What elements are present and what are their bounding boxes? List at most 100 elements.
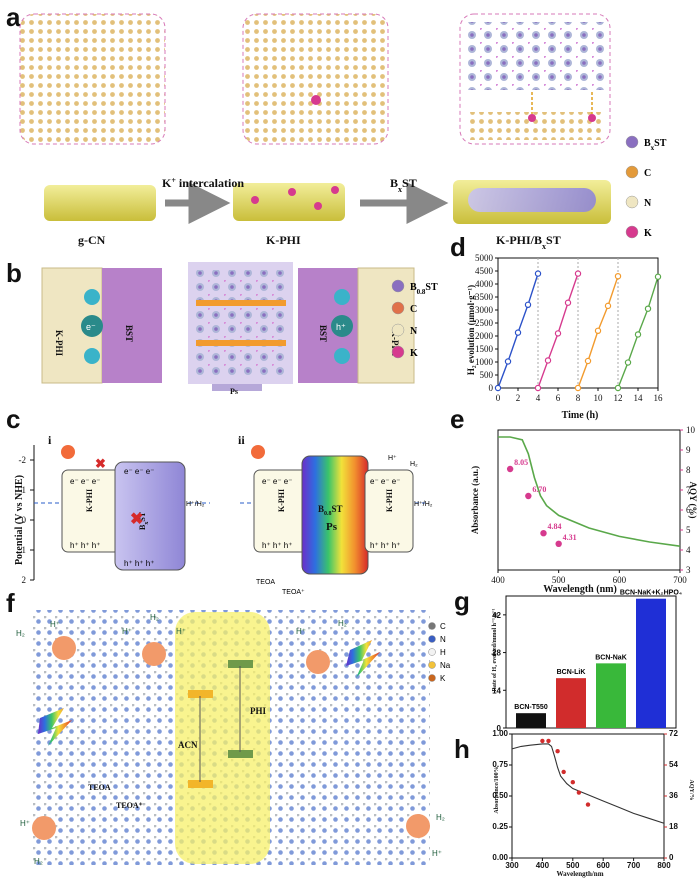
panel-f-legend: CNH Na K — [428, 622, 451, 683]
absorbance-aqy-chart-h: 300 400 500 600 700 800 0.00 0.25 0.50 0.75 1.00 0 1… — [492, 729, 678, 870]
panel-d: d 0 2 4 6 8 10 12 14 16 0 500 1000 1500 2000 2500 3000 3… — [450, 232, 663, 421]
sun-icon — [251, 445, 265, 459]
legend-swatch — [428, 674, 436, 682]
panel-h-ytick-right-label: 18 — [669, 822, 678, 831]
panel-d-xtick-label: 12 — [614, 393, 623, 403]
panel-g-ytick-label: 14 — [492, 686, 501, 695]
series-2-point — [574, 384, 582, 392]
kphi-label: K-PHI — [266, 233, 301, 247]
aqy-point — [525, 492, 532, 500]
legend-swatch — [625, 135, 639, 149]
kphi-structure-callout — [242, 13, 389, 145]
k-intercalation-label: K+ intercalation — [162, 176, 244, 191]
legend-swatch — [625, 195, 639, 209]
series-1-point — [574, 270, 582, 277]
svg-text:Ps: Ps — [326, 521, 338, 533]
legend-swatch — [391, 323, 405, 337]
aqy-point — [540, 530, 547, 537]
aqy-point-h — [561, 769, 566, 775]
panel-d-ytick-label: 4000 — [475, 279, 494, 289]
kphi-bst-label: K-PHI/BxST — [496, 233, 561, 251]
svg-text:H⁺: H⁺ — [20, 819, 30, 828]
svg-text:H₂: H₂ — [436, 813, 445, 822]
legend-label: N — [440, 635, 446, 644]
absorbance-line — [498, 436, 681, 547]
series-1-point — [544, 357, 552, 364]
h2-rate-bar-chart: 0 14 28 42 BCN-T550 BCN-LiK BCN-NaK BCN-NaK+K₂H… — [492, 590, 682, 733]
panel-b: b Ps K-PHI BST BST K-PHI e⁻ h⁺ B0.8ST CNK — [6, 258, 438, 396]
aqy-point — [506, 465, 514, 473]
blocked-icon: ✖ — [130, 511, 143, 528]
bst-lattice — [466, 22, 604, 90]
svg-text:e⁻ e⁻ e⁻: e⁻ e⁻ e⁻ — [262, 477, 292, 486]
panel-c-ytick-label: 0 — [22, 515, 27, 525]
panel-c-ylabel: Potential (V vs NHE) — [14, 475, 25, 565]
panel-h-ytick-label: 0.25 — [492, 822, 508, 831]
teoa-plus-f-label: TEOA⁺ — [116, 801, 143, 810]
panel-c-ytick-label: 2 — [22, 575, 27, 585]
svg-text:B0.8ST: B0.8ST — [318, 504, 343, 517]
redox-label-ii: H⁺/H₂ — [414, 501, 433, 508]
svg-text:H₂: H₂ — [150, 613, 159, 622]
svg-text:h⁺ h⁺ h⁺: h⁺ h⁺ h⁺ — [70, 541, 100, 550]
panel-h-ytick-label: 0.50 — [492, 791, 508, 800]
panel-e-ytick-right-label: 3 — [686, 565, 691, 575]
panel-h-xtick-label: 300 — [505, 861, 519, 870]
svg-text:e⁻ e⁻ e⁻: e⁻ e⁻ e⁻ — [370, 477, 400, 486]
panel-e-ytick-right-label: 6 — [686, 505, 691, 515]
panel-d-ytick-label: 4500 — [475, 266, 494, 276]
light-bolt-icon — [38, 708, 72, 746]
panel-d-xlabel: Time (h) — [562, 410, 599, 421]
series-2-point — [594, 327, 602, 334]
panel-letter-c: c — [6, 404, 20, 434]
series-3-point — [654, 273, 662, 280]
bst-band-i — [114, 461, 186, 571]
svg-text:H₂: H₂ — [16, 629, 25, 638]
svg-text:H₂: H₂ — [34, 857, 43, 866]
aqy-point-h — [540, 738, 545, 744]
aqy-data-label: 4.84 — [548, 522, 562, 531]
panel-e-ytick-right-label: 7 — [686, 485, 691, 495]
panel-letter-a: a — [6, 2, 21, 32]
svg-text:h⁺ h⁺ h⁺: h⁺ h⁺ h⁺ — [262, 541, 292, 550]
series-2-point — [604, 302, 612, 310]
h2-site — [406, 814, 430, 838]
svg-text:H⁺: H⁺ — [432, 849, 442, 858]
series-2-point — [614, 273, 622, 280]
panel-d-ytick-label: 2500 — [475, 318, 494, 328]
series-0-point — [514, 329, 522, 336]
b08st-band-ii — [301, 455, 369, 575]
panel-g-frame — [505, 595, 677, 729]
teoa-label: TEOA — [256, 579, 275, 586]
svg-text:H⁺: H⁺ — [50, 620, 60, 629]
panel-a: a K+ intercalation BxST g-CN K-PHI K-PHI… — [6, 2, 667, 251]
blocked-icon: ✖ — [95, 456, 106, 471]
phi-label: PHI — [250, 706, 266, 716]
legend-label: N — [644, 198, 652, 209]
panel-h: h 300 400 500 600 700 800 0.00 0.25 0.50 0.75 1.00… — [454, 729, 694, 878]
gcn-sheet — [44, 185, 156, 221]
svg-text:H₂: H₂ — [410, 461, 418, 468]
panel-c-ytick-label: -2 — [19, 455, 27, 465]
panel-e-ytick-right-label: 5 — [686, 525, 691, 535]
panel-letter-f: f — [6, 588, 15, 618]
legend-label: C — [410, 304, 417, 315]
panel-h-xtick-label: 400 — [536, 861, 550, 870]
panel-h-ytick-right-label: 36 — [669, 791, 678, 800]
kphi-sheet — [233, 183, 345, 221]
aqy-data-label: 6.70 — [532, 485, 546, 494]
panel-g-ytick-label: 28 — [492, 649, 501, 658]
series-1-point — [564, 299, 572, 306]
series-1-point — [554, 330, 562, 337]
bar-label-2: BCN-NaK — [595, 654, 627, 661]
kphi-right-slab — [357, 267, 415, 384]
svg-text:H⁺: H⁺ — [176, 627, 186, 636]
panel-c: c i ii Potential (V vs NHE) -2 -1 0 1 2 e⁻ e… — [6, 404, 433, 596]
legend-swatch — [428, 622, 436, 630]
panel-h-ytick-label: 0.00 — [492, 853, 508, 862]
legend-label: C — [644, 168, 651, 179]
legend-swatch — [428, 648, 436, 656]
panel-d-ytick-label: 3500 — [475, 292, 494, 302]
panel-b-legend: B0.8ST CNK — [391, 279, 438, 359]
